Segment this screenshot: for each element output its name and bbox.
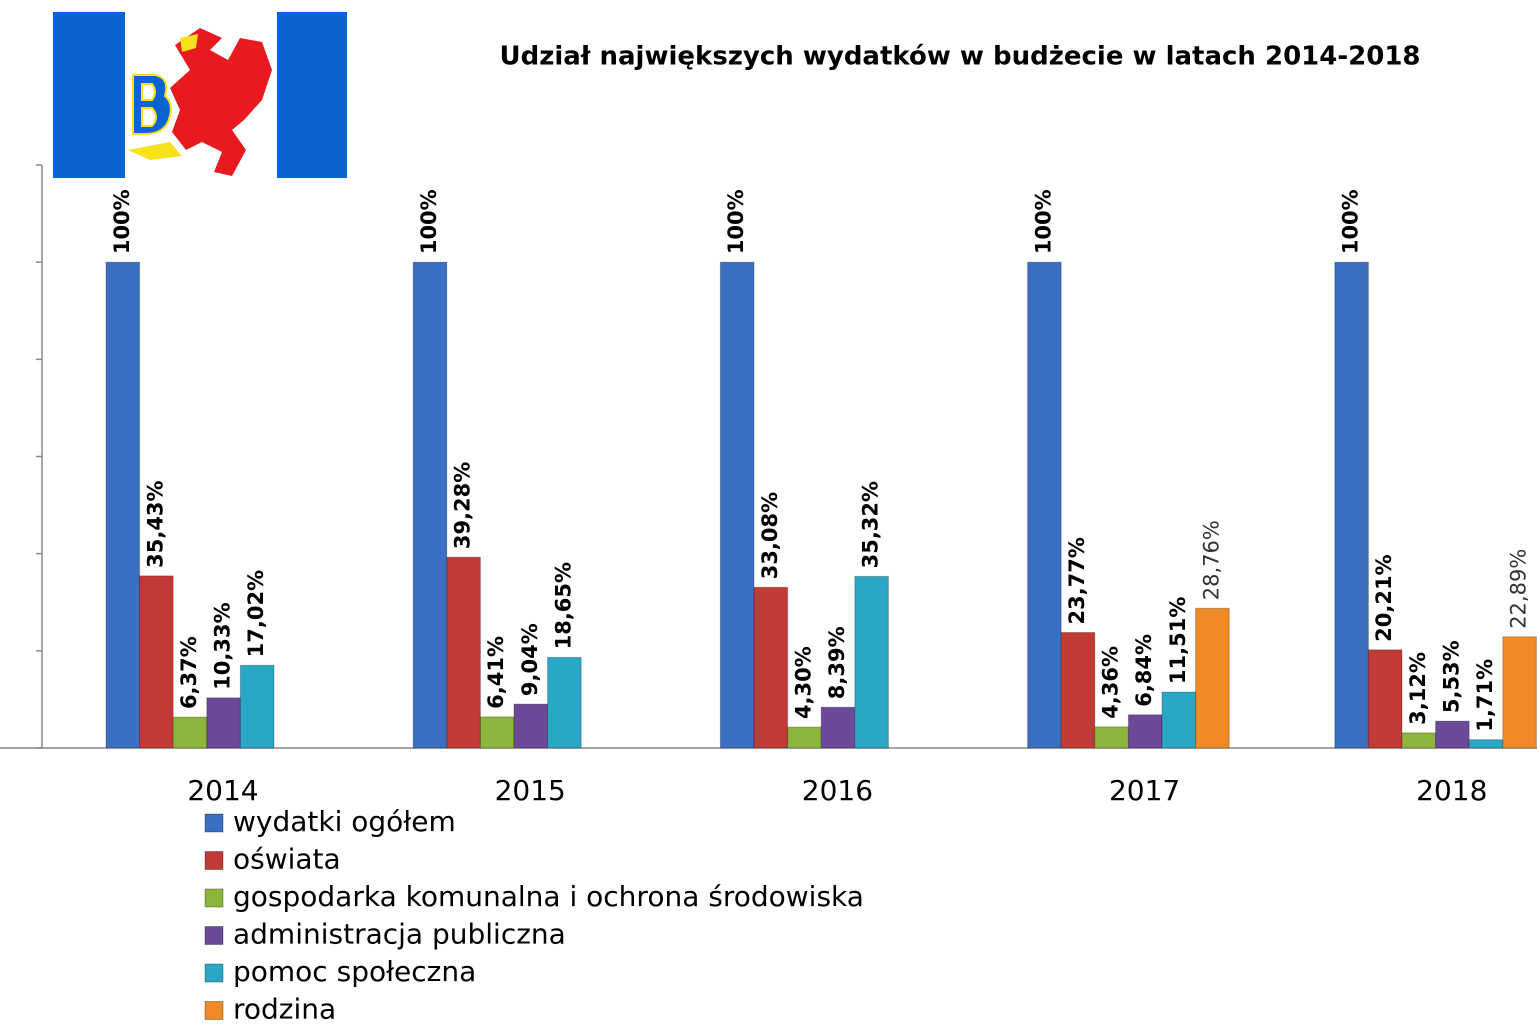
bar [1162,692,1196,748]
bar [1028,262,1062,748]
bar [548,657,582,748]
bar [855,576,889,748]
value-label: 35,43% [143,480,167,567]
bar [447,557,481,748]
legend-label: administracja publiczna [233,918,566,951]
chart-title: Udział największych wydatków w budżecie … [499,42,1420,72]
value-label: 22,89% [1507,549,1531,629]
logo [53,12,347,178]
bar [240,665,274,748]
bar [821,707,855,748]
bar [173,717,207,748]
bar [788,727,822,748]
value-label: 100% [417,189,441,254]
bar [480,717,514,748]
bar [1503,637,1537,748]
bar [1335,262,1369,748]
value-label: 23,77% [1065,537,1089,624]
x-tick-label: 2016 [802,774,873,807]
bar [514,704,548,748]
value-label: 33,08% [758,492,782,579]
value-label: 100% [1339,189,1363,254]
bar [1128,715,1162,748]
value-label: 17,02% [244,570,268,657]
bar [1196,608,1230,748]
legend-label: rodzina [233,993,336,1025]
value-label: 1,71% [1473,659,1497,732]
value-label: 4,36% [1099,646,1123,719]
x-tick-label: 2015 [495,774,566,807]
bar [207,698,241,748]
page: Udział największych wydatków w budżecie … [0,0,1537,1025]
x-tick-label: 2017 [1109,774,1180,807]
value-label: 5,53% [1439,640,1463,713]
value-label: 3,12% [1406,652,1430,725]
bar [1402,733,1436,748]
value-label: 100% [724,189,748,254]
bar [1469,740,1503,748]
bar [106,262,140,748]
bar [1095,727,1129,748]
value-label: 9,04% [518,623,542,696]
legend-swatch [205,852,223,870]
legend-label: gospodarka komunalna i ochrona środowisk… [233,880,864,913]
bar [1368,650,1402,748]
value-label: 20,21% [1372,554,1396,641]
x-tick-label: 2014 [187,774,258,807]
bar [1061,633,1095,748]
value-label: 11,51% [1166,597,1190,684]
bar [1436,721,1470,748]
legend-label: wydatki ogółem [233,805,456,838]
value-label: 35,32% [859,481,883,568]
value-label: 100% [1031,189,1055,254]
legend-swatch [205,1002,223,1020]
bar [754,587,788,748]
legend-label: pomoc społeczna [233,955,476,988]
value-label: 6,41% [484,636,508,709]
chart: Udział największych wydatków w budżecie … [0,0,1537,1025]
legend-swatch [205,814,223,832]
value-label: 28,76% [1199,520,1223,600]
legend-swatch [205,927,223,945]
x-tick-label: 2018 [1416,774,1487,807]
value-label: 18,65% [551,562,575,649]
bar [413,262,447,748]
value-label: 39,28% [451,462,475,549]
value-label: 4,30% [791,646,815,719]
legend-label: oświata [233,843,341,876]
value-label: 8,39% [825,626,849,699]
value-label: 10,33% [211,602,235,689]
value-label: 6,84% [1132,634,1156,707]
value-label: 6,37% [177,636,201,709]
value-label: 100% [110,189,134,254]
bar [140,576,174,748]
legend-swatch [205,889,223,907]
bar [720,262,754,748]
legend-swatch [205,964,223,982]
